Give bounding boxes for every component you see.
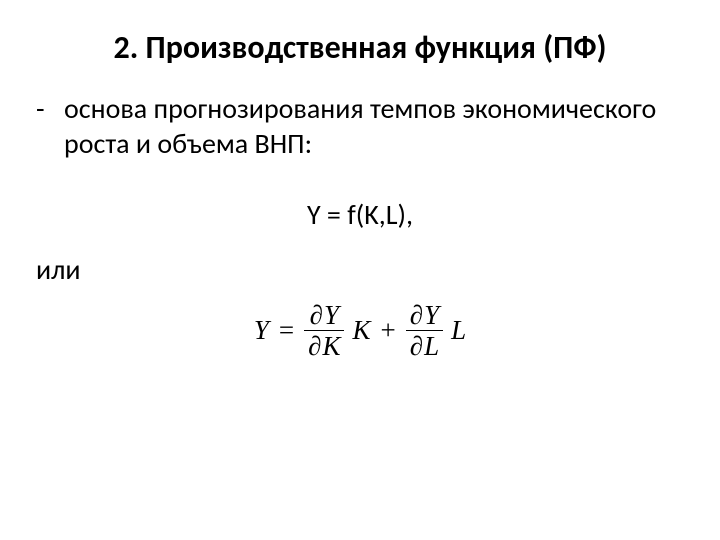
or-label: или [36, 252, 684, 287]
fraction-2-denominator: ∂L [406, 330, 443, 360]
formula-full: Y = ∂Y ∂K K + ∂Y ∂L L [36, 301, 684, 361]
slide-title: 2. Производственная функция (ПФ) [36, 28, 684, 67]
plus-sign: + [379, 315, 398, 346]
den-var: K [322, 331, 340, 361]
partial-symbol: ∂ [310, 300, 324, 330]
formula-simple: Y = f(K,L), [36, 197, 684, 232]
num-var: Y [424, 300, 439, 330]
fraction-term-2: ∂Y ∂L [406, 301, 443, 361]
fraction-term-1: ∂Y ∂K [304, 301, 344, 361]
bullet-text: основа прогнозирования темпов экономичес… [64, 91, 684, 161]
bullet-item: - основа прогнозирования темпов экономич… [36, 91, 684, 161]
formula-lhs: Y [254, 315, 269, 346]
partial-symbol: ∂ [410, 300, 424, 330]
fraction-1-denominator: ∂K [304, 330, 344, 360]
num-var: Y [324, 300, 339, 330]
den-var: L [424, 331, 439, 361]
partial-symbol: ∂ [308, 331, 322, 361]
fraction-1-numerator: ∂Y [306, 301, 343, 330]
equals-sign: = [277, 315, 296, 346]
term-2-multiplier: L [451, 315, 466, 346]
partial-symbol: ∂ [410, 331, 424, 361]
fraction-2-numerator: ∂Y [406, 301, 443, 330]
bullet-dash: - [36, 91, 64, 126]
term-1-multiplier: K [352, 315, 370, 346]
slide-container: 2. Производственная функция (ПФ) - основ… [0, 0, 720, 540]
